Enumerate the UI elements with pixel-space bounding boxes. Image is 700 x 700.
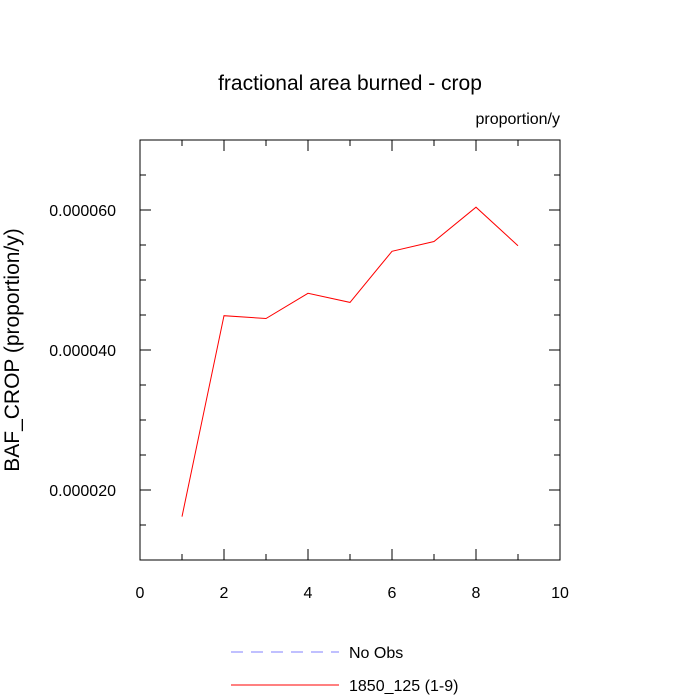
y-axis-ticks: 0.000020 0.000040 0.000060: [49, 139, 560, 561]
x-tick-label: 10: [551, 585, 569, 602]
x-tick-label: 8: [472, 585, 481, 602]
x-tick-label: 6: [388, 585, 397, 602]
legend: No Obs 1850_125 (1-9): [231, 645, 458, 695]
x-tick-label: 0: [136, 585, 145, 602]
plot-frame: [139, 139, 561, 561]
y-tick-label: 0.000060: [49, 203, 116, 220]
series-line: [181, 206, 519, 517]
x-tick-label: 4: [304, 585, 313, 602]
y-axis-label: BAF_CROP (proportion/y): [1, 228, 24, 472]
units-label: proportion/y: [476, 111, 561, 128]
x-tick-label: 2: [220, 585, 229, 602]
y-tick-label: 0.000020: [49, 483, 116, 500]
y-tick-label: 0.000040: [49, 343, 116, 360]
x-axis-ticks: 0 2 4 6 8 10: [136, 140, 569, 602]
series-layer: [181, 206, 519, 517]
legend-label: 1850_125 (1-9): [349, 678, 458, 695]
legend-label: No Obs: [349, 645, 403, 662]
chart-title: fractional area burned - crop: [218, 72, 482, 95]
